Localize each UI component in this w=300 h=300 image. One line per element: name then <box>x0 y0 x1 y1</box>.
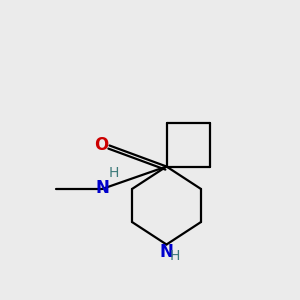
Text: N: N <box>96 179 110 197</box>
Text: H: H <box>170 249 180 263</box>
Text: H: H <box>108 167 118 180</box>
Text: O: O <box>94 136 108 154</box>
Text: N: N <box>160 243 173 261</box>
